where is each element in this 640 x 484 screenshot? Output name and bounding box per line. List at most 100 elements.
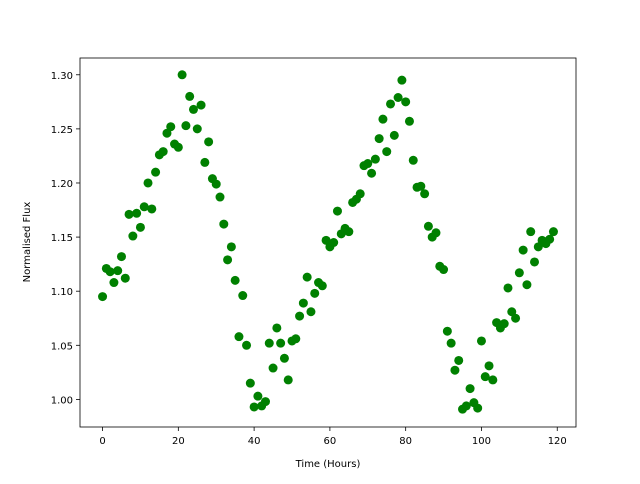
y-tick-label: 1.20: [51, 179, 73, 190]
data-point: [132, 208, 142, 218]
data-point: [461, 401, 471, 411]
data-point: [374, 134, 384, 144]
data-point: [268, 363, 278, 373]
data-point: [215, 192, 225, 202]
data-point: [329, 238, 339, 247]
data-point: [185, 91, 195, 101]
x-tick-label: 60: [324, 436, 337, 447]
data-point: [283, 375, 293, 385]
data-point: [450, 365, 460, 375]
data-point: [124, 209, 134, 219]
x-tick-label: 80: [399, 436, 412, 447]
data-point: [522, 280, 532, 290]
data-point: [386, 99, 396, 109]
data-point: [480, 372, 490, 382]
data-point: [363, 159, 373, 169]
data-point: [476, 336, 486, 346]
data-point: [526, 227, 536, 237]
data-point: [242, 340, 252, 350]
data-point: [298, 298, 308, 308]
data-point: [473, 403, 483, 413]
data-point: [431, 228, 441, 238]
data-point: [226, 242, 236, 252]
data-point: [181, 121, 191, 131]
data-point: [253, 391, 263, 401]
data-point: [272, 323, 282, 333]
data-point: [511, 313, 521, 323]
data-point: [135, 222, 145, 232]
data-point: [238, 291, 248, 301]
data-point: [234, 332, 244, 342]
x-tick-label: 40: [248, 436, 261, 447]
data-point: [223, 255, 233, 265]
data-point: [317, 281, 327, 291]
data-point: [446, 338, 456, 348]
data-point: [401, 97, 411, 107]
data-point: [291, 334, 301, 344]
data-point: [423, 221, 433, 231]
data-point: [370, 154, 380, 164]
data-point: [105, 267, 115, 277]
data-point: [211, 179, 221, 189]
data-point: [173, 142, 183, 152]
data-point: [295, 311, 305, 321]
data-point: [98, 292, 108, 302]
data-point: [397, 75, 407, 85]
y-axis-label: Normalised Flux: [22, 202, 33, 283]
data-point: [488, 375, 498, 385]
data-point: [188, 104, 198, 114]
data-point: [454, 355, 464, 365]
data-point: [518, 245, 528, 255]
data-point: [306, 307, 316, 317]
data-point: [416, 181, 426, 191]
data-point: [367, 168, 377, 178]
data-point: [408, 155, 418, 165]
plot-frame: [79, 57, 577, 428]
data-point: [507, 307, 517, 317]
data-point: [545, 234, 555, 244]
y-tick-label: 1.10: [51, 287, 73, 298]
data-point: [514, 268, 524, 278]
y-tick-label: 1.25: [51, 125, 73, 136]
data-point: [204, 137, 214, 147]
x-axis-label: Time (Hours): [295, 459, 361, 470]
data-point: [192, 124, 202, 134]
data-point: [378, 114, 388, 124]
data-point: [245, 378, 255, 388]
data-point: [548, 227, 558, 237]
data-point: [442, 326, 452, 336]
data-point: [264, 338, 274, 348]
data-point: [465, 384, 475, 394]
x-tick-label: 120: [548, 436, 567, 447]
data-point: [158, 147, 168, 157]
data-point: [310, 288, 320, 298]
data-point: [389, 130, 399, 140]
data-point: [147, 204, 157, 214]
x-tick-label: 100: [472, 436, 491, 447]
data-point: [143, 178, 153, 188]
data-point: [230, 275, 240, 285]
data-point: [321, 235, 331, 245]
y-tick-label: 1.15: [51, 233, 73, 244]
data-point: [113, 266, 123, 276]
data-point: [249, 402, 259, 412]
data-point: [439, 265, 449, 275]
data-point: [279, 353, 289, 363]
data-point: [116, 252, 126, 262]
data-point: [484, 361, 494, 371]
data-point: [200, 157, 210, 167]
y-tick-label: 1.05: [51, 341, 73, 352]
data-point: [128, 231, 138, 241]
data-point: [499, 319, 509, 329]
data-point: [530, 257, 540, 267]
data-point: [177, 70, 187, 80]
data-point: [260, 397, 270, 407]
data-point: [420, 189, 430, 199]
y-tick-label: 1.30: [51, 71, 73, 82]
data-point: [139, 202, 149, 212]
data-point: [276, 338, 286, 348]
data-point: [166, 122, 176, 132]
data-point: [196, 100, 206, 110]
data-point: [332, 206, 342, 216]
